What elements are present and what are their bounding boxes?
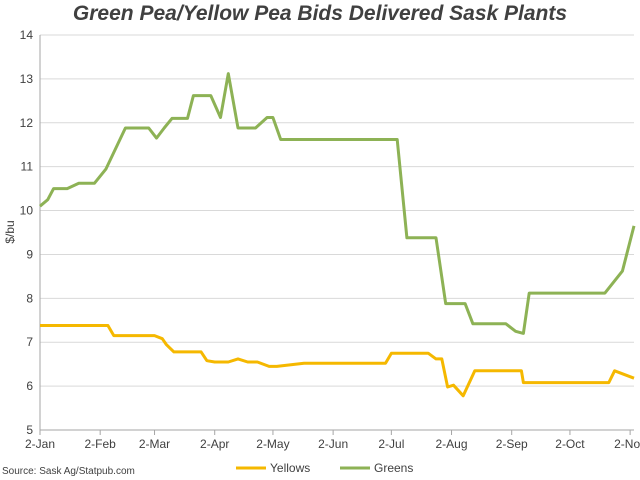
y-tick-label: 9 — [26, 247, 33, 261]
x-tick-label: 2-Feb — [84, 437, 116, 451]
y-tick-label: 11 — [21, 160, 34, 174]
x-tick-label: 2-Aug — [436, 437, 468, 451]
y-tick-label: 12 — [20, 116, 34, 130]
y-tick-label: 6 — [26, 379, 33, 393]
y-tick-label: 7 — [26, 335, 33, 349]
y-tick-label: 8 — [26, 291, 33, 305]
chart-title: Green Pea/Yellow Pea Bids Delivered Sask… — [72, 2, 568, 25]
x-tick-label: 2-Jul — [378, 437, 404, 451]
x-tick-label: 2-Mar — [139, 437, 170, 451]
source-note: Source: Sask Ag/Statpub.com — [2, 466, 135, 477]
series-line-greens — [39, 72, 636, 335]
x-tick-label: 2-Apr — [200, 437, 229, 451]
legend: Yellows Greens — [236, 461, 413, 475]
series-lines — [39, 72, 636, 398]
x-tick-label: 2-May — [256, 437, 289, 451]
gridlines — [40, 34, 634, 387]
y-tick-label: 14 — [20, 28, 34, 42]
x-tick-labels: 2-Jan 2-Feb 2-Mar 2-Apr 2-May 2-Jun 2-Jul 2-Aug… — [25, 430, 640, 451]
y-tick-label: 5 — [26, 423, 33, 437]
x-tick-label: 2-Jan — [25, 437, 55, 451]
y-axis-label: $/bu — [3, 220, 17, 243]
x-tick-label: 2-Jun — [318, 437, 348, 451]
y-tick-labels: 5 6 7 8 9 10 11 12 13 14 — [20, 28, 34, 437]
x-tick-label: 2-Oct — [555, 437, 585, 451]
x-tick-label: 2-Nov — [614, 437, 640, 451]
y-tick-label: 10 — [20, 204, 34, 218]
x-tick-label: 2-Sep — [496, 437, 528, 451]
axes — [39, 35, 634, 431]
y-tick-label: 13 — [20, 72, 34, 86]
legend-yellows-label: Yellows — [270, 461, 310, 475]
series-line-yellows — [40, 324, 635, 398]
legend-greens-label: Greens — [374, 461, 413, 475]
